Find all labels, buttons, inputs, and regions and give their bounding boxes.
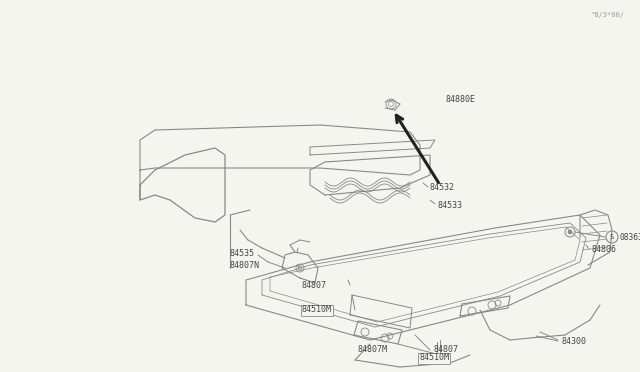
Text: 84807: 84807 (434, 346, 459, 355)
Text: 84880E: 84880E (445, 96, 475, 105)
Text: 84807N: 84807N (230, 262, 260, 270)
Text: 84535: 84535 (230, 248, 255, 257)
Text: 84532: 84532 (430, 183, 455, 192)
Text: 84300: 84300 (562, 337, 587, 346)
Text: ^8/3*00/: ^8/3*00/ (591, 12, 625, 18)
Text: 84510M: 84510M (419, 353, 449, 362)
Text: S: S (610, 234, 614, 240)
Text: 84807M: 84807M (358, 346, 388, 355)
Text: 08363-6304B: 08363-6304B (620, 232, 640, 241)
Circle shape (568, 230, 572, 234)
Text: 84510M: 84510M (302, 305, 332, 314)
Text: 84807: 84807 (302, 282, 327, 291)
Text: 84806: 84806 (592, 246, 617, 254)
Text: 84533: 84533 (437, 201, 462, 209)
